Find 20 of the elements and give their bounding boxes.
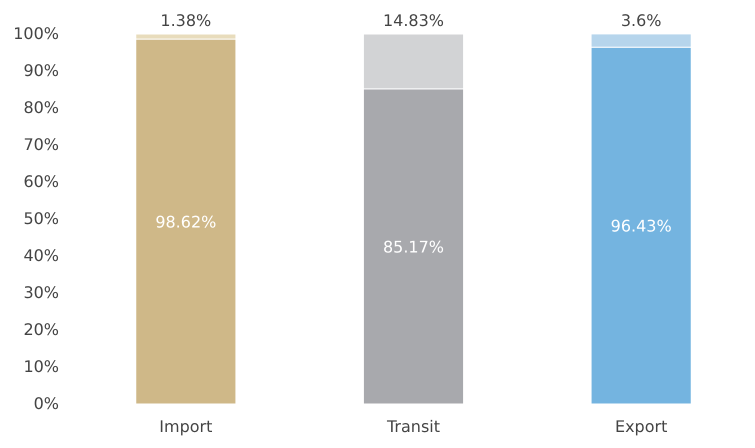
y-tick-label: 50% xyxy=(23,209,59,228)
x-tick-label: Import xyxy=(159,417,212,436)
x-tick-label: Transit xyxy=(386,417,440,436)
y-tick-label: 40% xyxy=(23,246,59,266)
data-label: 96.43% xyxy=(610,216,672,236)
data-label: 98.62% xyxy=(155,212,216,232)
y-tick-label: 20% xyxy=(23,320,59,340)
data-label: 1.38% xyxy=(160,11,212,30)
y-tick-label: 10% xyxy=(23,357,59,376)
x-tick-label: Export xyxy=(614,417,668,436)
y-tick-label: 60% xyxy=(23,172,59,192)
data-label: 85.17% xyxy=(382,237,444,256)
y-tick-label: 80% xyxy=(23,98,59,118)
y-tick-label: 100% xyxy=(13,24,59,44)
data-label: 14.83% xyxy=(382,11,444,30)
data-label: 3.6% xyxy=(620,10,662,30)
y-tick-label: 30% xyxy=(23,283,59,302)
y-tick-label: 0% xyxy=(34,394,59,414)
y-tick-label: 90% xyxy=(23,61,59,80)
y-tick-label: 70% xyxy=(23,135,59,154)
